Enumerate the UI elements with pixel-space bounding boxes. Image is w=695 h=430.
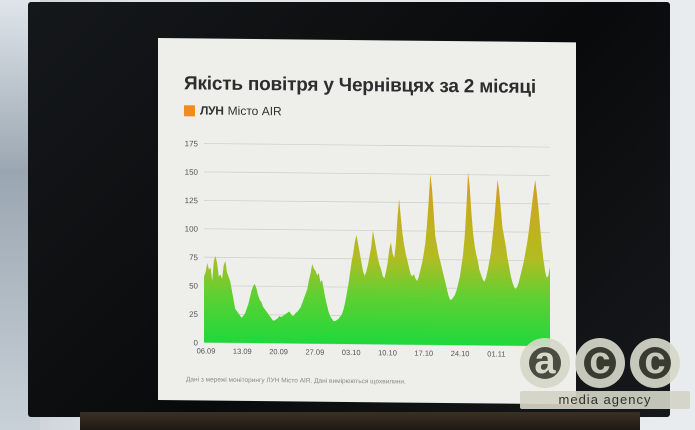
watermark-letter-a: a [534, 340, 556, 382]
tv-stand [80, 412, 640, 430]
y-tick-label: 25 [189, 310, 198, 319]
x-tick-label: 24.10 [451, 349, 470, 358]
slide-title: Якість повітря у Чернівцях за 2 місяці [184, 73, 536, 98]
watermark-circle-a: a [520, 338, 570, 388]
x-tick-label: 06.09 [197, 346, 216, 355]
x-tick-label: 20.09 [269, 347, 288, 356]
y-tick-label: 75 [189, 253, 198, 262]
gridline-175 [204, 143, 550, 148]
x-tick-label: 27.09 [306, 348, 325, 357]
brand-luna-text: ЛУН [200, 103, 224, 118]
y-tick-label: 175 [185, 139, 199, 148]
watermark-circle-c1: c [575, 338, 625, 388]
watermark-logo: a c c media agency [520, 338, 692, 418]
x-tick-label: 10.10 [378, 348, 397, 357]
watermark-tagline: media agency [558, 392, 652, 407]
gridline-125 [204, 199, 550, 205]
x-tick-label: 17.10 [414, 349, 433, 358]
y-tick-label: 50 [189, 281, 198, 290]
air-quality-chart: 0 25 50 75 100 125 150 175 06.09 13.09 20.09 27.09 0… [185, 139, 550, 359]
x-tick-label: 01.11 [487, 349, 505, 358]
air-quality-area-series [204, 172, 550, 347]
brand-name: Місто AIR [227, 103, 282, 119]
watermark-circle-c2: c [630, 338, 680, 388]
watermark-letter-c2: c [644, 340, 666, 382]
watermark-bar [520, 391, 690, 409]
watermark-letter-c1: c [589, 340, 611, 382]
brand-square-icon [184, 104, 195, 116]
data-source-footnote: Дані з мережі моніторингу ЛУН Місто AIR.… [186, 376, 406, 386]
y-tick-label: 150 [185, 168, 199, 177]
y-tick-label: 100 [185, 225, 199, 234]
x-tick-label: 13.09 [233, 347, 252, 356]
brand-logo: ЛУН Місто AIR [184, 103, 282, 118]
y-tick-label: 0 [194, 338, 199, 347]
y-tick-label: 125 [185, 196, 199, 205]
presentation-slide: Якість повітря у Чернівцях за 2 місяці Л… [158, 38, 576, 405]
gridline-150 [204, 171, 550, 176]
x-tick-label: 03.10 [342, 348, 361, 357]
gridline-100 [204, 228, 550, 233]
